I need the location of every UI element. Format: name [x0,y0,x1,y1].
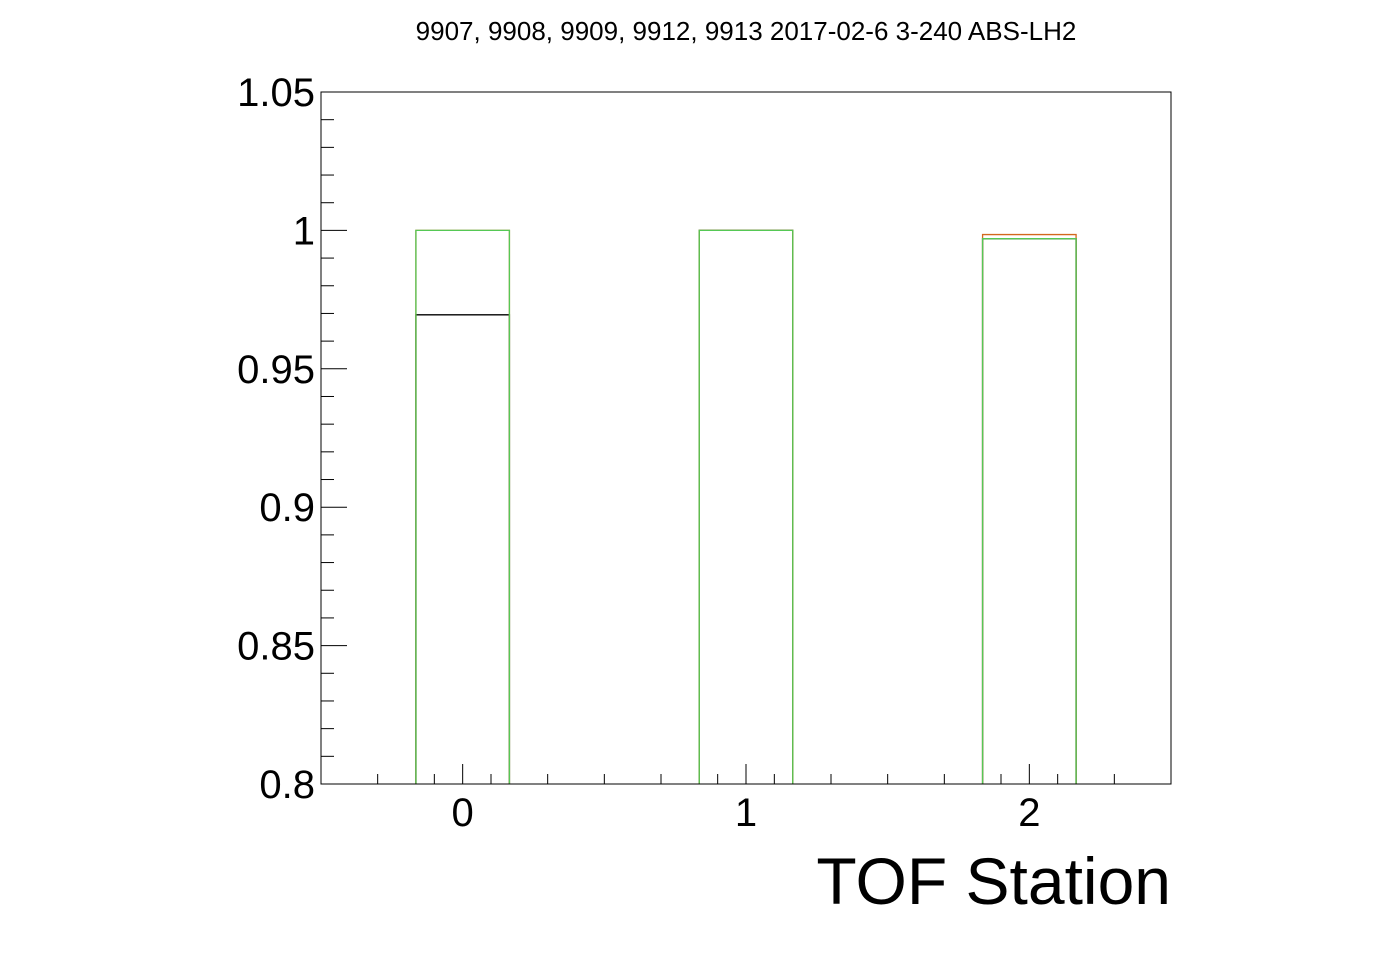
y-tick-label: 0.8 [259,763,315,807]
bar-series-2-station-1 [698,229,794,784]
bar-series-2-station-2 [981,238,1077,784]
x-tick-label: 1 [735,791,757,835]
x-tick-label: 0 [452,791,474,835]
y-tick-label: 1.05 [237,71,315,115]
y-tick-label: 0.9 [259,486,315,530]
bar-series-2-station-0 [415,229,511,784]
y-tick-label: 1 [293,209,315,253]
bars-layer [415,229,1077,784]
x-tick-label: 2 [1018,791,1040,835]
x-axis-label: TOF Station [816,844,1171,918]
y-tick-label: 0.95 [237,348,315,392]
chart-title: 9907, 9908, 9909, 9912, 9913 2017-02-6 3… [416,16,1077,46]
axes-layer: 0.8 0.85 0.9 0.95 1 1.05 0 1 2 [237,71,1172,835]
y-tick-label: 0.85 [237,625,315,669]
